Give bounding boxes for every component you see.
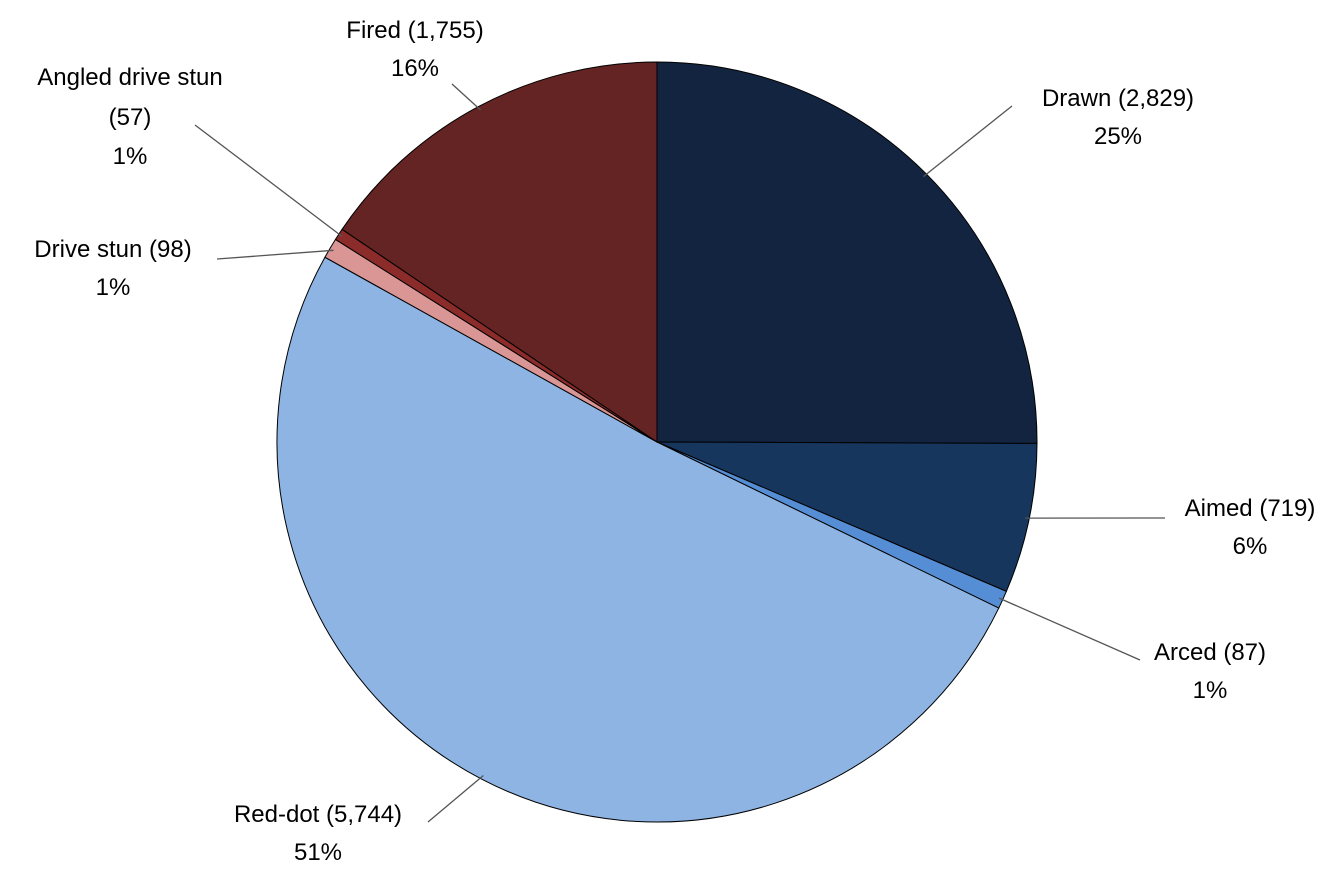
slice-label: Arced (87) <box>1110 634 1310 672</box>
slice-percent: 1% <box>35 138 225 176</box>
data-label: Aimed (719)6% <box>1150 490 1334 580</box>
slice-percent: 51% <box>198 834 438 869</box>
label-box: Red-dot (5,744)51% <box>198 796 438 869</box>
leader-line <box>217 250 334 259</box>
slice-percent: 1% <box>0 269 226 307</box>
label-box: Arced (87)1% <box>1110 634 1310 710</box>
data-label: Arced (87)1% <box>1110 634 1310 724</box>
slice-percent: 25% <box>1003 118 1233 156</box>
slice-label: Drawn (2,829) <box>1003 80 1233 118</box>
leader-line <box>923 106 1012 177</box>
slice-label: Fired (1,755) <box>310 12 520 50</box>
label-box: Drawn (2,829)25% <box>1003 80 1233 156</box>
label-box: Fired (1,755)16% <box>310 12 520 88</box>
data-label: Drive stun (98)1% <box>0 231 226 321</box>
label-box: Drive stun (98)1% <box>0 231 226 307</box>
slice-label: Angled drive stun (57) <box>35 58 225 138</box>
label-box: Aimed (719)6% <box>1150 490 1334 566</box>
data-label: Red-dot (5,744)51% <box>198 796 438 869</box>
data-label: Fired (1,755)16% <box>310 12 520 102</box>
pie-slice <box>657 62 1037 443</box>
slice-label: Drive stun (98) <box>0 231 226 269</box>
label-box: Angled drive stun (57)1% <box>35 58 225 176</box>
slice-percent: 6% <box>1150 528 1334 566</box>
data-label: Angled drive stun (57)1% <box>35 58 225 188</box>
data-label: Drawn (2,829)25% <box>1003 80 1233 170</box>
slice-percent: 16% <box>310 50 520 88</box>
slice-label: Aimed (719) <box>1150 490 1334 528</box>
slice-percent: 1% <box>1110 672 1310 710</box>
slice-label: Red-dot (5,744) <box>198 796 438 834</box>
